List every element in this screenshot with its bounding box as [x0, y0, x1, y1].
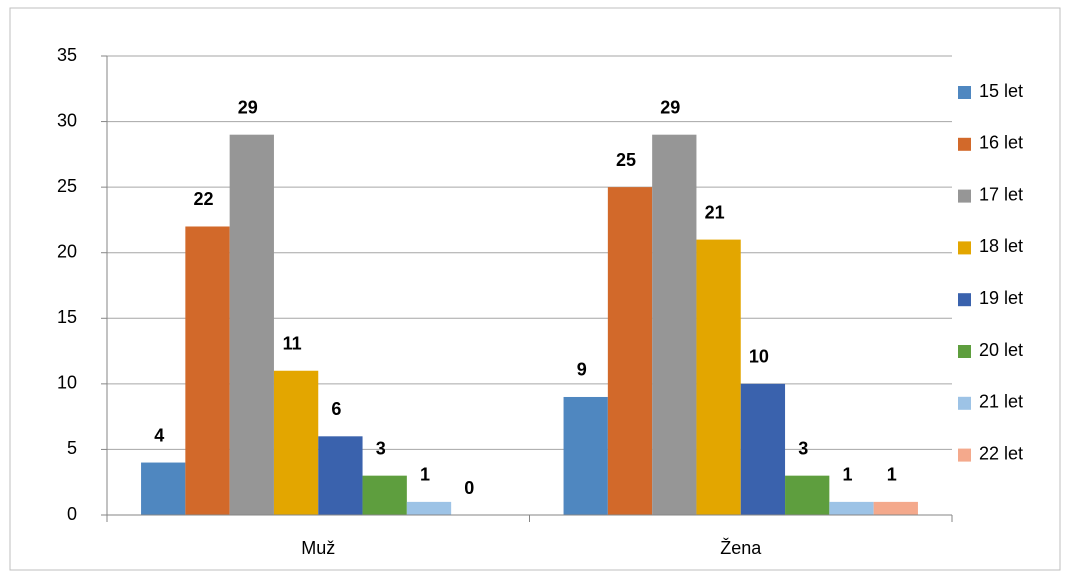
- legend-swatch: [958, 86, 971, 99]
- legend-label: 19 let: [979, 288, 1023, 308]
- y-tick-label: 35: [57, 45, 77, 65]
- bar: [406, 501, 452, 515]
- x-tick-label: Žena: [720, 538, 762, 558]
- y-tick-label: 20: [57, 241, 77, 261]
- y-tick-label: 15: [57, 307, 77, 327]
- legend-label: 20 let: [979, 340, 1023, 360]
- bar: [740, 383, 786, 515]
- data-label: 11: [283, 333, 302, 353]
- data-label: 0: [464, 478, 474, 498]
- legend-swatch: [958, 448, 971, 462]
- x-tick-label: Muž: [301, 538, 335, 558]
- data-label: 10: [749, 347, 769, 367]
- legend-label: 17 let: [979, 184, 1023, 204]
- data-label: 3: [376, 438, 386, 458]
- bar: [563, 396, 608, 515]
- data-label: 1: [842, 465, 852, 485]
- legend-label: 22 let: [979, 443, 1023, 463]
- legend-swatch: [958, 189, 971, 203]
- bar: [185, 226, 230, 515]
- data-label: 22: [193, 189, 213, 209]
- data-label: 29: [660, 97, 680, 117]
- bar: [362, 475, 407, 515]
- data-label: 3: [798, 438, 808, 458]
- legend-swatch: [958, 293, 971, 307]
- bar: [318, 436, 363, 515]
- legend-label: 21 let: [979, 392, 1023, 412]
- data-label: 6: [331, 399, 341, 419]
- y-tick-label: 0: [67, 504, 77, 524]
- bar: [229, 134, 274, 515]
- data-label: 1: [420, 465, 430, 485]
- bar: [829, 501, 874, 515]
- bar: [785, 475, 830, 515]
- bar: [607, 187, 653, 515]
- data-label: 25: [616, 150, 636, 170]
- data-label: 9: [577, 360, 587, 380]
- bar: [696, 239, 741, 515]
- y-tick-label: 10: [57, 373, 77, 393]
- bar: [873, 501, 918, 515]
- bar: [652, 134, 697, 515]
- legend-swatch: [958, 396, 971, 410]
- legend-swatch: [958, 345, 971, 358]
- y-tick-label: 25: [57, 176, 77, 196]
- bar: [273, 370, 319, 515]
- y-tick-label: 5: [67, 438, 77, 458]
- bar: [141, 462, 186, 515]
- data-label: 4: [154, 425, 164, 445]
- data-label: 29: [238, 97, 258, 117]
- legend-label: 16 let: [979, 133, 1023, 153]
- data-label: 21: [705, 202, 725, 222]
- legend-label: 15 let: [979, 81, 1023, 101]
- legend-swatch: [958, 137, 971, 151]
- y-tick-label: 30: [57, 110, 77, 130]
- legend-label: 18 let: [979, 236, 1023, 256]
- legend-swatch: [958, 241, 971, 255]
- data-label: 1: [887, 465, 897, 485]
